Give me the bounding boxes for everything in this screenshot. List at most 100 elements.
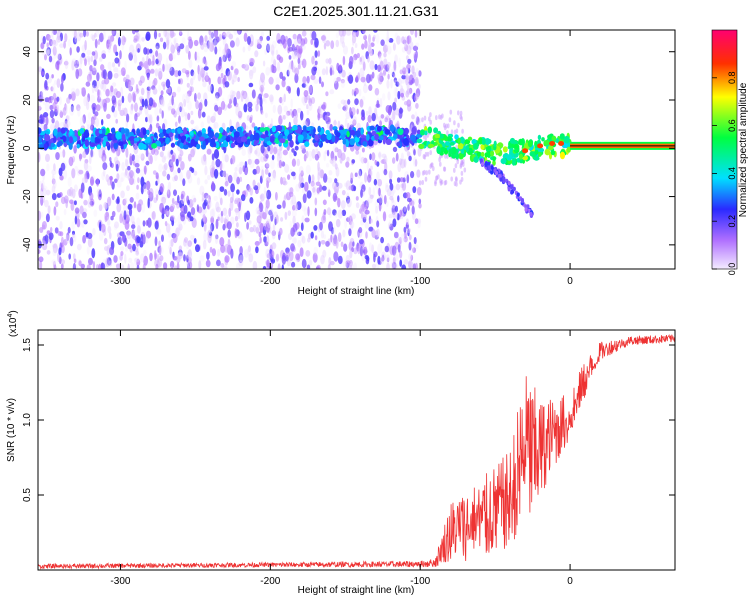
heatmap-cell [93, 209, 98, 217]
heatmap-cell [54, 120, 60, 130]
heatmap-cell [460, 176, 464, 182]
heatmap-cell [69, 47, 72, 56]
heatmap-cell [281, 79, 286, 88]
heatmap-cell [229, 89, 235, 100]
heatmap-cell [197, 64, 200, 75]
heatmap-cell [310, 74, 316, 81]
heatmap-cell [168, 231, 172, 238]
heatmap-cell [294, 145, 299, 151]
heatmap-cell [40, 42, 45, 50]
heatmap-cell [227, 229, 231, 238]
heatmap-cell [353, 185, 357, 192]
heatmap-cell [164, 220, 168, 227]
heatmap-cell [219, 127, 224, 134]
heatmap-cell [159, 37, 164, 43]
heatmap-cell [374, 234, 379, 240]
heatmap-cell [384, 129, 391, 135]
heatmap-cell [245, 95, 249, 105]
heatmap-cell [338, 64, 342, 71]
colorbar-label: Normalized spectral amplitude [738, 82, 749, 217]
heatmap-cell [395, 87, 398, 97]
heatmap-cell [438, 114, 441, 120]
heatmap-cell [174, 265, 178, 269]
heatmap-cell [154, 68, 159, 77]
heatmap-cell [380, 256, 385, 265]
heatmap-cell [99, 221, 102, 232]
heatmap-cell [343, 104, 348, 112]
heatmap-cell [85, 55, 91, 63]
heatmap-cell [270, 55, 275, 64]
heatmap-cell [343, 243, 348, 252]
heatmap-cell [60, 83, 64, 92]
heatmap-cell [399, 177, 404, 183]
heatmap-cell [69, 236, 74, 247]
heatmap-cell [180, 193, 184, 200]
heatmap-cell [368, 106, 372, 116]
snr-scale-suffix: ) [8, 310, 19, 313]
heatmap-cell [341, 69, 346, 78]
heatmap-cell [84, 40, 87, 51]
heatmap-cell [392, 146, 398, 152]
heatmap-cell [154, 188, 160, 198]
heatmap-cell [403, 231, 407, 239]
heatmap-cell [346, 195, 351, 204]
heatmap-cell [304, 80, 309, 90]
heatmap-cell [331, 157, 337, 167]
heatmap-cell [331, 70, 335, 75]
heatmap-cell [249, 134, 254, 142]
heatmap-cell [340, 241, 344, 248]
heatmap-cell [295, 222, 300, 230]
heatmap-cell [206, 115, 211, 124]
heatmap-cell [101, 79, 106, 85]
heatmap-cell [143, 184, 147, 192]
heatmap-cell [406, 63, 411, 70]
heatmap-hotspot [549, 140, 556, 146]
heatmap-cell [326, 207, 332, 216]
heatmap-cell [187, 240, 192, 248]
heatmap-cell [126, 185, 130, 192]
heatmap-cell [83, 199, 88, 206]
heatmap-cell [190, 119, 195, 125]
heatmap-cell [374, 87, 380, 96]
heatmap-cell [59, 122, 65, 127]
heatmap-cell [82, 151, 87, 159]
heatmap-cell [82, 114, 86, 124]
heatmap-cell [152, 102, 157, 108]
heatmap-cell [376, 161, 380, 167]
heatmap-cell [243, 103, 248, 113]
heatmap-cell [96, 138, 101, 144]
heatmap-cell [73, 233, 77, 243]
heatmap-cell [408, 253, 413, 261]
heatmap-cell [169, 66, 175, 76]
heatmap-cell [129, 197, 134, 203]
heatmap-cell [231, 79, 235, 85]
heatmap-cell [273, 211, 278, 219]
heatmap-cell [457, 110, 460, 116]
heatmap-cell [211, 160, 215, 168]
heatmap-cell [176, 262, 180, 269]
heatmap-cell [47, 205, 51, 214]
heatmap-cell [105, 257, 110, 268]
heatmap-cell [46, 49, 51, 55]
heatmap-cell [39, 227, 44, 233]
heatmap-cell [363, 157, 368, 164]
heatmap-cell [484, 152, 488, 158]
heatmap-cell [214, 132, 220, 138]
heatmap-cell [334, 155, 338, 161]
heatmap-cell [319, 169, 325, 179]
heatmap-cell [255, 165, 261, 174]
heatmap-cell [75, 88, 80, 97]
heatmap-cell [404, 147, 408, 153]
heatmap-cell [415, 102, 419, 109]
heatmap-cell [294, 230, 300, 237]
heatmap-cell [80, 263, 86, 269]
heatmap-cell [160, 99, 165, 108]
heatmap-cell [272, 224, 276, 233]
heatmap-cell [137, 48, 140, 53]
heatmap-cell [298, 181, 302, 189]
heatmap-cell [291, 261, 296, 268]
snr-frame [37, 329, 676, 571]
heatmap-cell [101, 53, 106, 59]
heatmap-cell [127, 243, 132, 250]
heatmap-cell [102, 168, 106, 177]
